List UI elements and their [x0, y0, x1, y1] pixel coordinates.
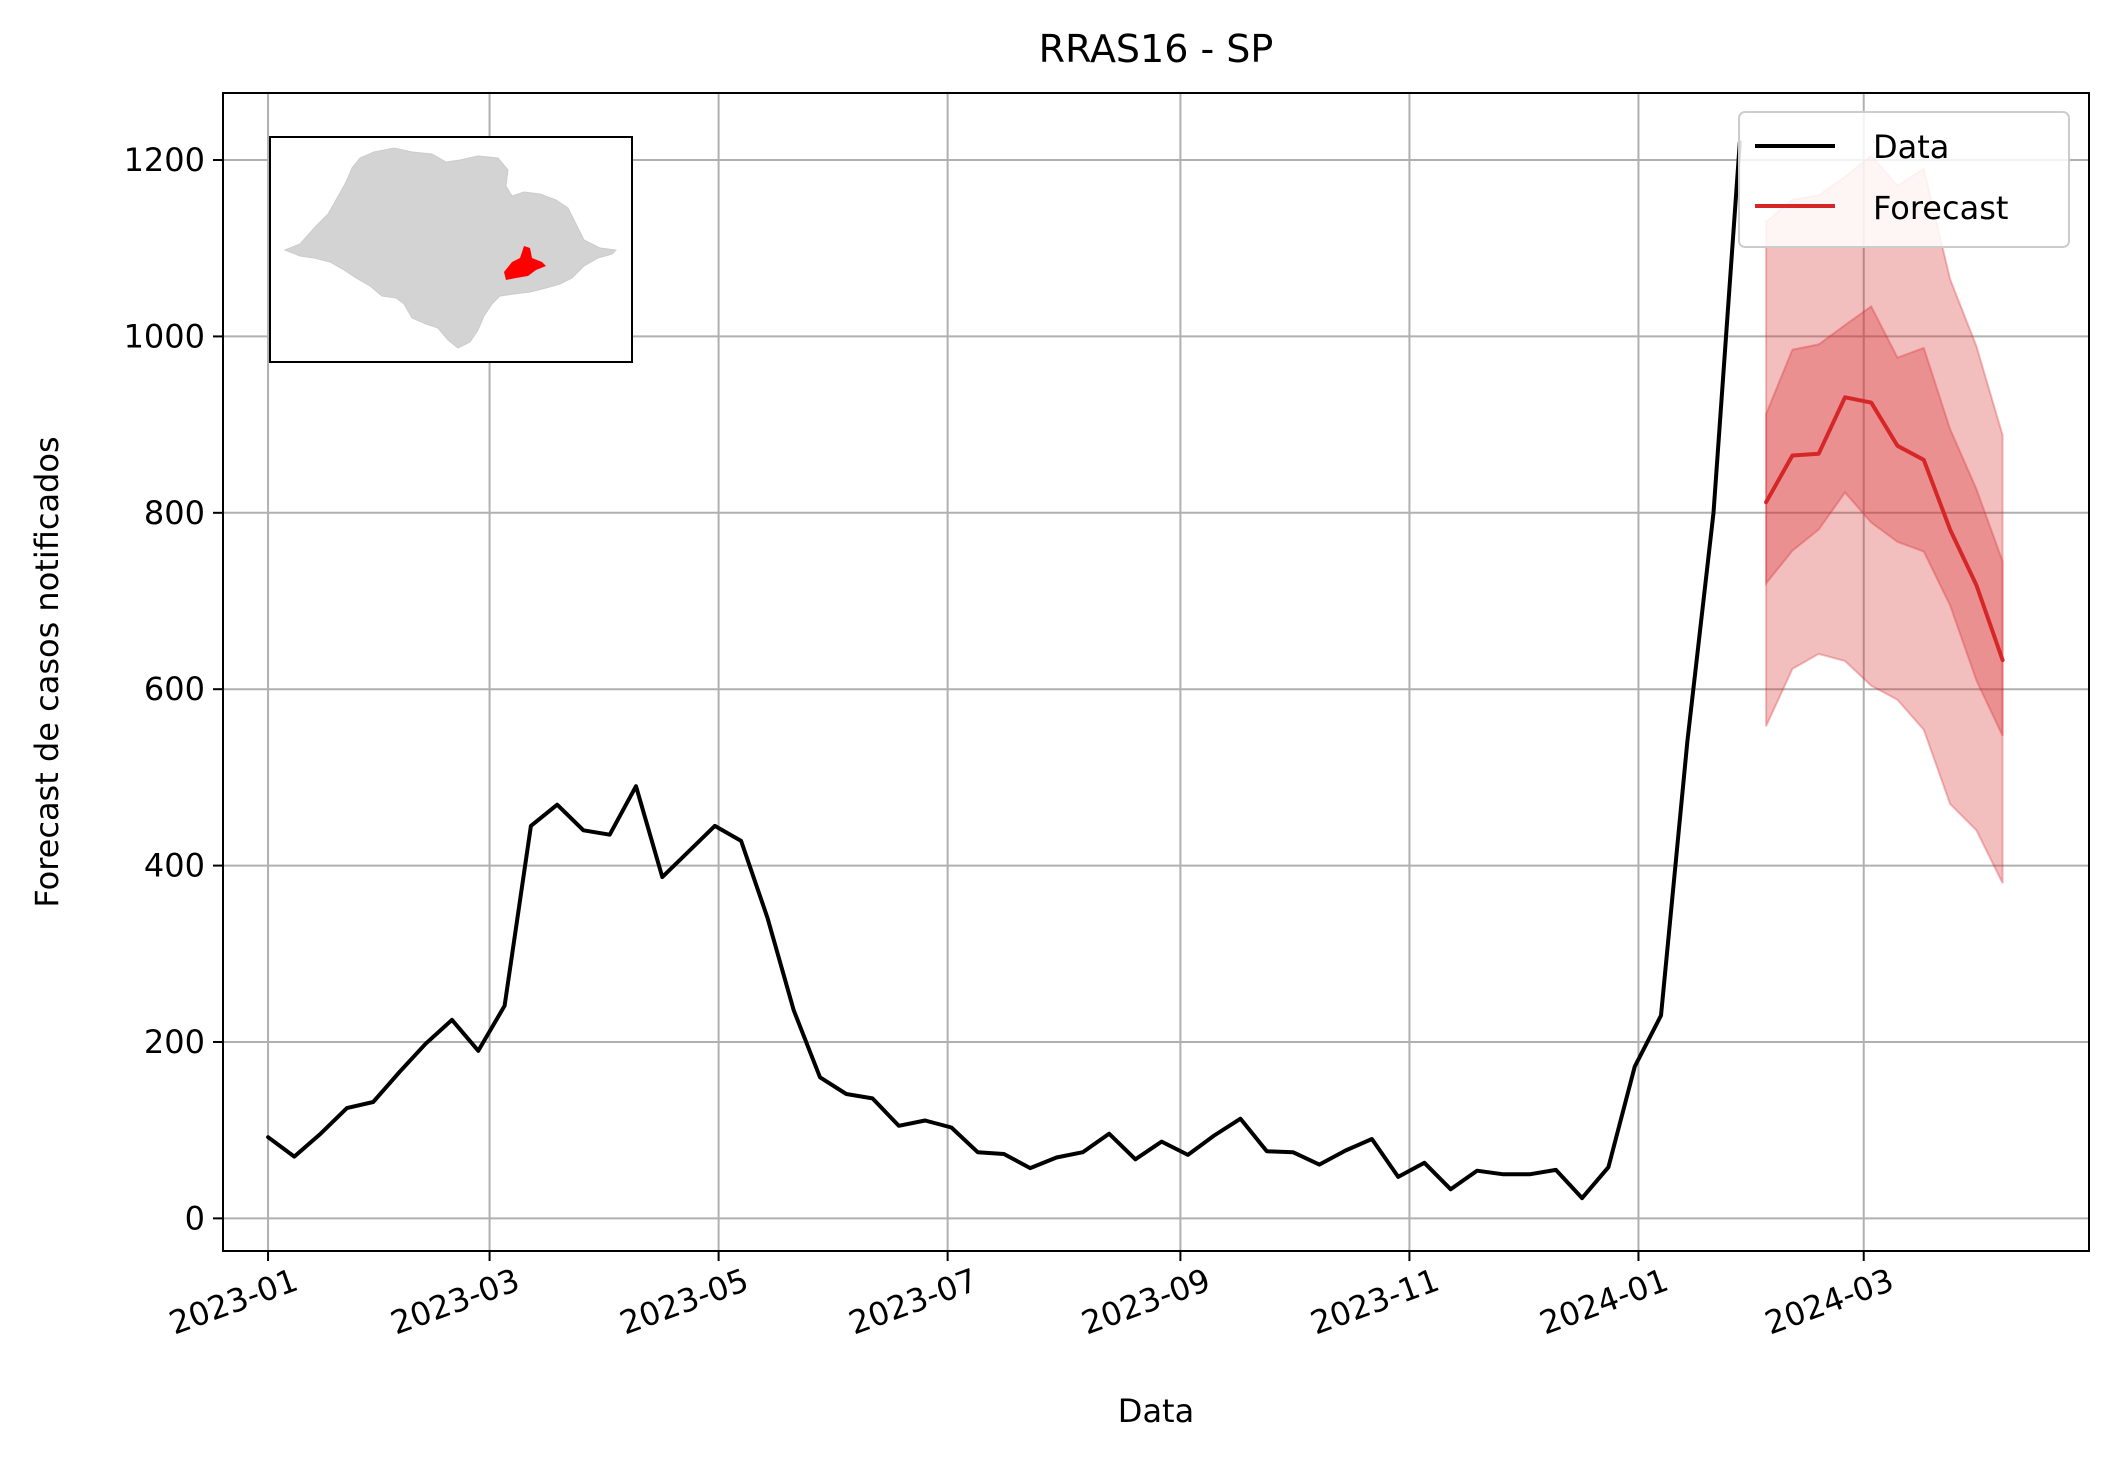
- forecast-series-line: [1764, 395, 2005, 663]
- y-tick-label: 200: [144, 1023, 205, 1061]
- y-tick-label: 0: [185, 1199, 205, 1237]
- y-axis-label: Forecast de casos notificados: [28, 436, 66, 907]
- series-lines: [266, 140, 2005, 1201]
- y-tick-label: 800: [144, 494, 205, 532]
- forecast-bands: [1765, 154, 2004, 884]
- y-tick-label: 600: [144, 670, 205, 708]
- gridlines: [223, 93, 2089, 1251]
- legend-data-label: Data: [1873, 128, 1949, 166]
- legend[interactable]: Data Forecast: [1738, 111, 2070, 248]
- x-axis-label: Data: [1118, 1392, 1194, 1430]
- y-axis: 0 200 400 600 800 1000 1200: [124, 141, 223, 1237]
- y-tick-label: 1200: [124, 141, 205, 179]
- plot-area-frame: [222, 92, 2090, 1252]
- rras16-region-highlight: [504, 246, 546, 280]
- data-series-line: [266, 140, 1742, 1201]
- inset-map: [269, 136, 633, 363]
- forecast-inner-interval: [1765, 304, 2004, 737]
- legend-forecast-label: Forecast: [1873, 189, 2008, 227]
- y-tick-label: 400: [144, 847, 205, 885]
- sao-paulo-state-shape: [283, 147, 618, 349]
- chart-title: RRAS16 - SP: [1039, 27, 1274, 71]
- y-tick-label: 1000: [124, 317, 205, 355]
